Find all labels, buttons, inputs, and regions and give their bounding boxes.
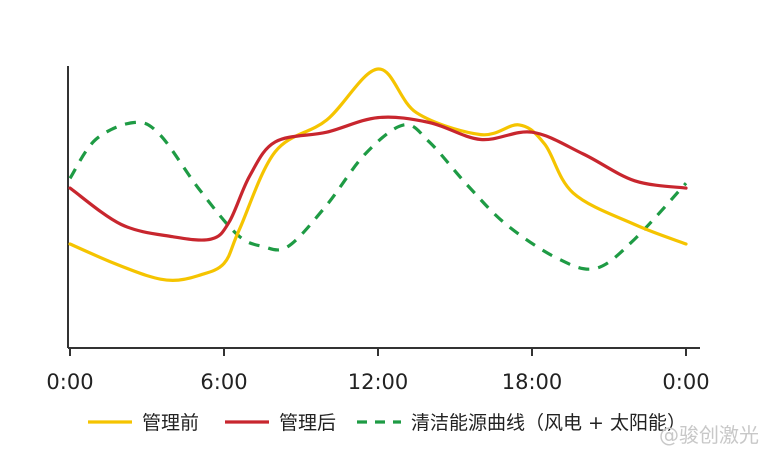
legend-label-3: 清洁能源曲线（风电 + 太阳能） [411, 412, 686, 434]
series-line-1 [68, 67, 688, 282]
x-tick-label: 12:00 [348, 370, 409, 394]
legend-label-2: 管理后 [279, 412, 336, 434]
x-tick-label: 0:00 [662, 370, 709, 394]
x-tick-label: 6:00 [200, 370, 247, 394]
watermark-text: @骏创激光 [659, 423, 759, 447]
legend-label-1: 管理前 [142, 412, 199, 434]
series-line-3 [68, 120, 688, 271]
x-tick-label: 18:00 [502, 370, 563, 394]
series-line-2 [68, 115, 688, 242]
series-layer [68, 67, 688, 282]
legend: 管理前 管理后 清洁能源曲线（风电 + 太阳能） [88, 412, 686, 434]
x-tick-label: 0:00 [46, 370, 93, 394]
x-ticks: 0:00 6:00 12:00 18:00 0:00 [46, 348, 710, 394]
